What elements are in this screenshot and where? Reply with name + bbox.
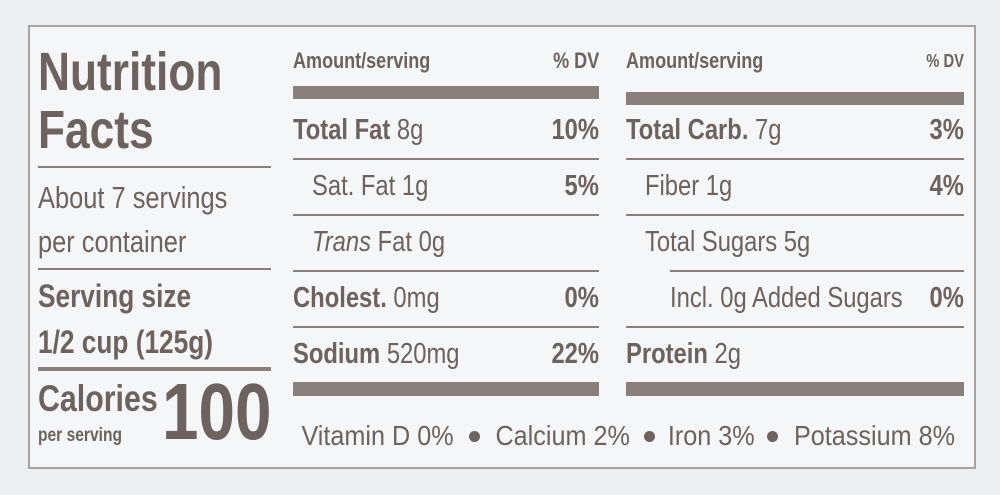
calories-sublabel: per serving (38, 425, 122, 446)
nutrient-name: Total Sugars (645, 226, 778, 258)
vitamin: Vitamin D 0% (301, 420, 454, 451)
rule (38, 268, 271, 270)
nutrient-row: Protein 2g (626, 326, 741, 382)
nutrient-dv: 3% (929, 114, 964, 146)
nutrient-name: Fat (377, 226, 413, 258)
header-amount: Amount/serving (293, 48, 431, 73)
title: Nutrition (38, 42, 223, 102)
rule (293, 326, 599, 328)
servings: per container (38, 224, 187, 259)
rule (38, 166, 271, 168)
rule (626, 158, 964, 160)
vitamin: Calcium 2% (495, 420, 630, 451)
rule (293, 86, 599, 99)
nutrient-amount: 1g (401, 170, 429, 202)
nutrient-row: Total Fat 8g (293, 102, 423, 158)
nutrient-amount: 0g (418, 226, 446, 258)
bullet (766, 430, 778, 442)
nutrient-row: Incl. 0g Added Sugars (670, 270, 903, 326)
nutrient-dv: 10% (551, 114, 599, 146)
vitamin: Potassium 8% (793, 420, 955, 451)
rule (626, 326, 964, 328)
vitamin: Iron 3% (667, 420, 755, 451)
rule (293, 158, 599, 160)
rule (293, 382, 599, 396)
nutrient-name: Sodium (293, 338, 381, 370)
nutrient-amount: 0mg (393, 282, 440, 314)
nutrient-amount: 2g (714, 338, 741, 370)
rule (626, 92, 964, 105)
rule (293, 270, 599, 272)
rule (670, 270, 964, 272)
bullet (644, 430, 656, 442)
calories-label: Calories (38, 378, 158, 419)
nutrient-row: Cholest. 0mg (293, 270, 440, 326)
nutrient-name: Sat. Fat (312, 170, 396, 202)
vitamins: Vitamin D 0% Calcium 2% Iron 3% Potassium 8… (293, 414, 964, 458)
serving-size-value: 1/2 cup (125g) (38, 324, 213, 360)
nutrient-dv: 4% (929, 170, 964, 202)
nutrient-dv: 0% (564, 282, 599, 314)
nutrient-name: Total Carb. (626, 114, 749, 146)
nutrient-row: Sat. Fat 1g (312, 158, 428, 214)
rule (626, 382, 964, 396)
nutrient-dv: 22% (551, 338, 599, 370)
servings: About 7 servings (38, 180, 228, 215)
nutrient-row: Total Sugars 5g (645, 214, 810, 270)
bullet (469, 430, 481, 442)
nutrient-name-italic: Trans (312, 226, 372, 258)
nutrient-amount: 8g (396, 114, 424, 146)
nutrient-row: Trans Fat 0g (312, 214, 445, 270)
nutrient-amount: 7g (755, 114, 782, 146)
nutrient-row: Sodium 520mg (293, 326, 460, 382)
nutrient-name: Cholest. (293, 282, 387, 314)
nutrient-amount: 520mg (386, 338, 460, 370)
rule (38, 367, 271, 371)
nutrient-dv: 0% (929, 282, 964, 314)
calories-value: 100 (161, 367, 271, 456)
nutrient-name: Protein (626, 338, 708, 370)
nutrient-amount: 1g (705, 170, 733, 202)
serving-size-label: Serving size (38, 278, 192, 314)
header-dv: % DV (926, 51, 964, 71)
nutrient-name: Incl. 0g Added Sugars (670, 282, 903, 314)
rule (626, 214, 964, 216)
nutrient-row: Total Carb. 7g (626, 102, 782, 158)
nutrient-name: Total Fat (293, 114, 391, 146)
title: Facts (38, 100, 154, 160)
nutrient-dv: 5% (564, 170, 599, 202)
rule (293, 214, 599, 216)
header-amount: Amount/serving (626, 48, 764, 73)
nutrient-name: Fiber (645, 170, 700, 202)
nutrient-row: Fiber 1g (645, 158, 732, 214)
nutrient-amount: 5g (783, 226, 811, 258)
header-dv: % DV (552, 48, 599, 73)
